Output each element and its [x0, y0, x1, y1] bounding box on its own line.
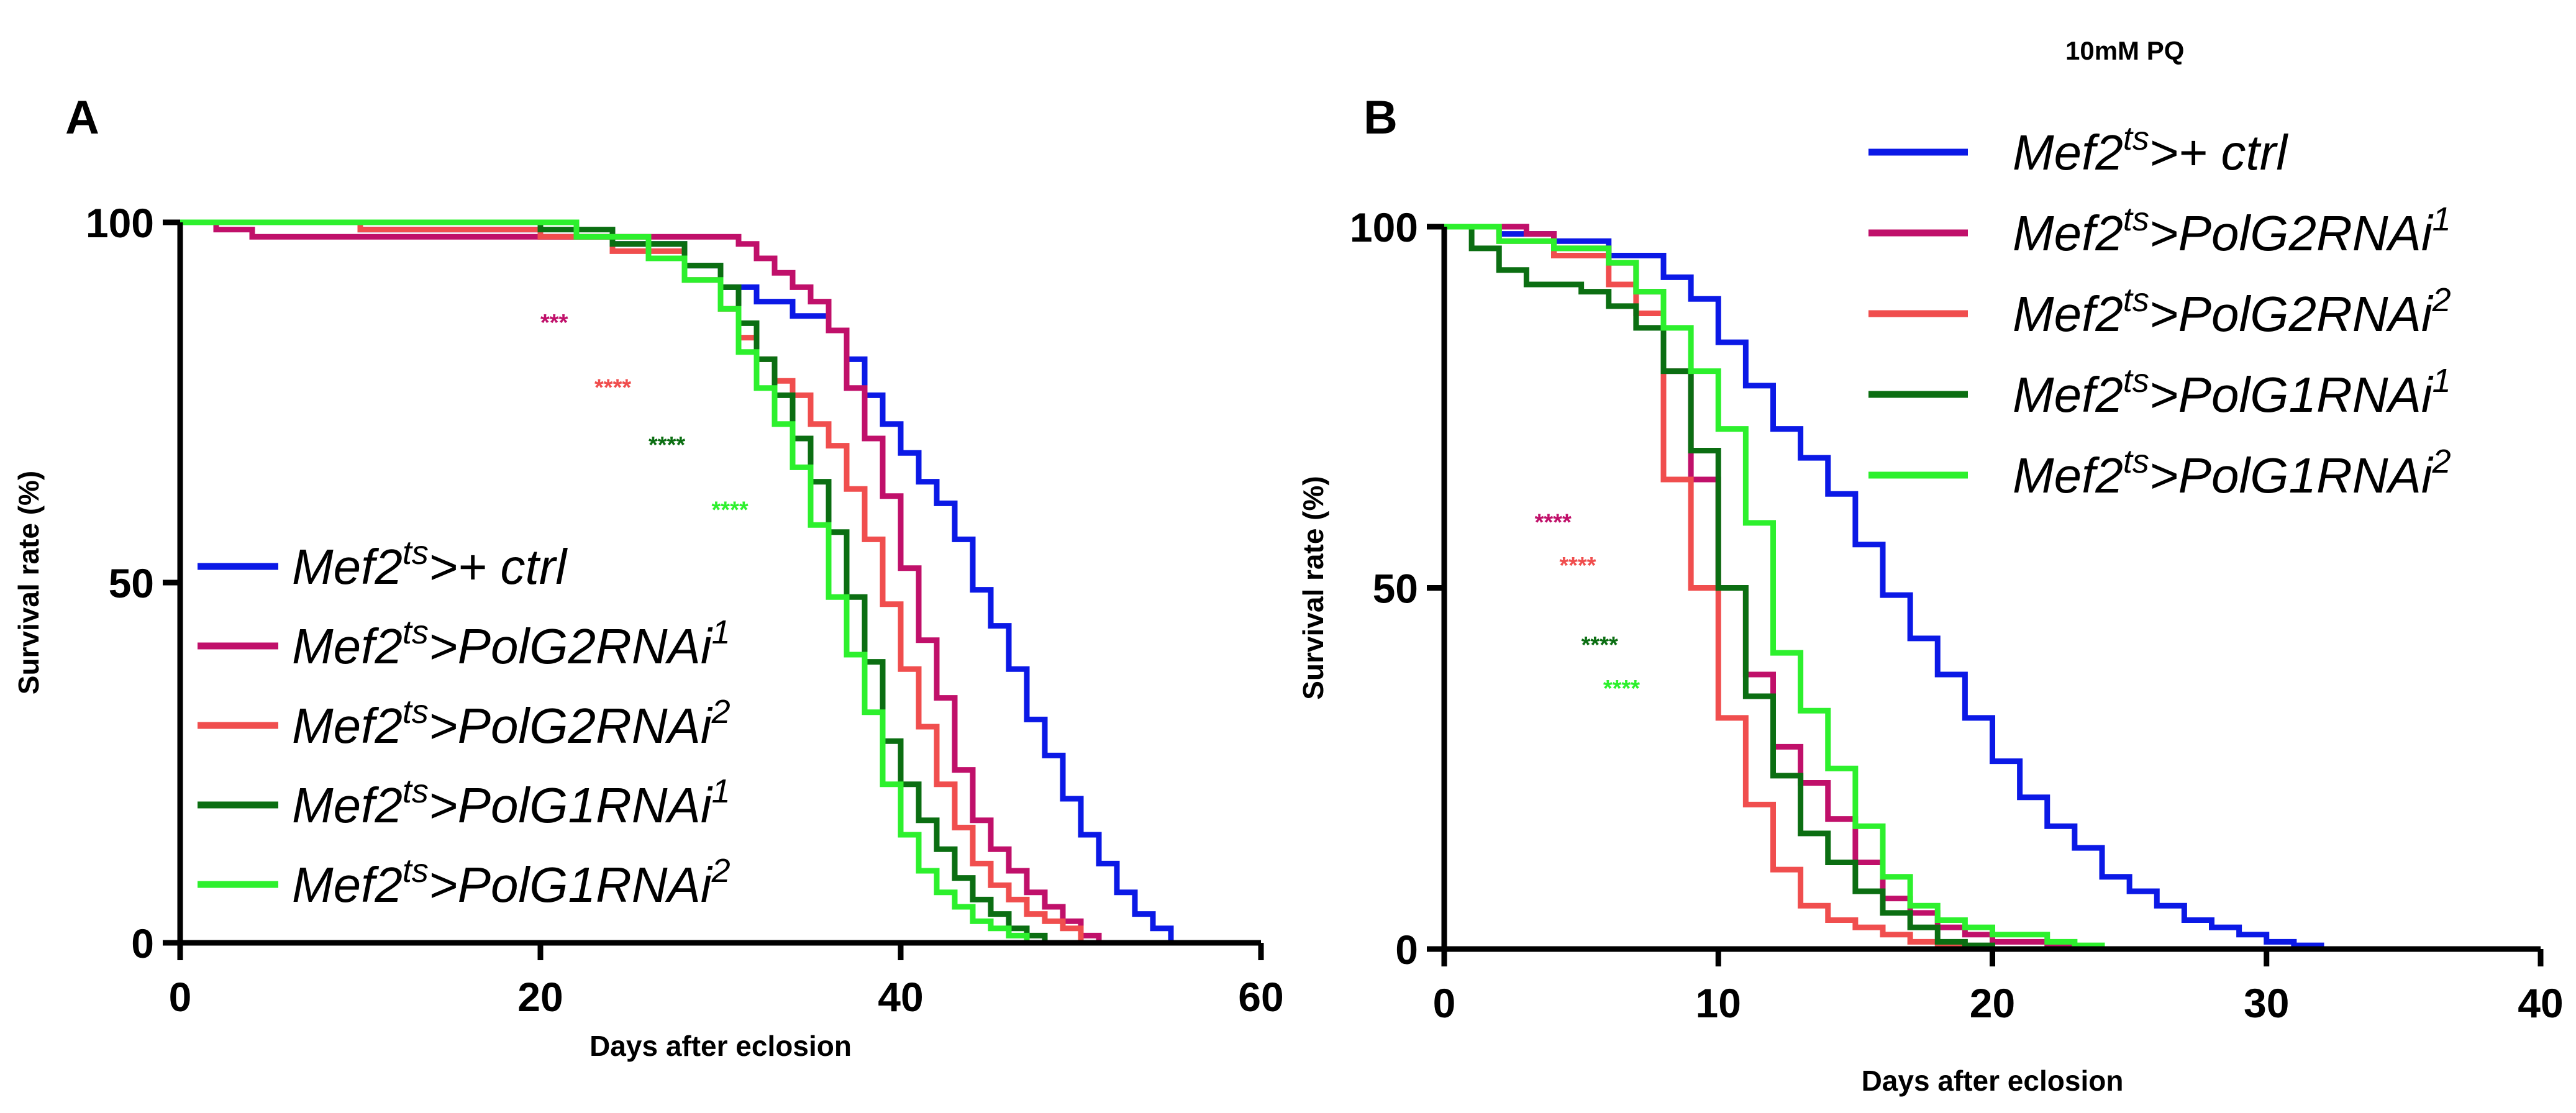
chart-b-legend-label: Mef2ts>PolG1RNAi2: [2013, 443, 2451, 503]
chart-a-y-tick-label: 0: [131, 920, 154, 966]
chart-a-x-tick-label: 60: [1238, 974, 1283, 1020]
chart-b-legend-label: Mef2ts>+ ctrl: [2013, 120, 2288, 180]
chart-b-series-PolG1RNAi1: [1444, 224, 1995, 949]
chart-b-y-axis-title: Survival rate (%): [1297, 476, 1329, 699]
chart-a-legend-label: Mef2ts>PolG1RNAi1: [292, 773, 730, 833]
chart-b-survival-curves: 0 10 20 30 40 0 50 100 Days after eclosion Surviv…: [1297, 120, 2564, 1097]
chart-a-significance-stars: ****: [649, 432, 685, 458]
chart-a-legend-label: Mef2ts>PolG2RNAi2: [292, 693, 730, 753]
chart-a-x-tick-label: 0: [169, 974, 192, 1020]
chart-b-series-PolG2RNAi2: [1444, 224, 1968, 949]
chart-a-x-tick-label: 40: [878, 974, 923, 1020]
chart-b-significance-stars: ****: [1535, 509, 1572, 535]
panel-letter-a: A: [65, 91, 99, 144]
chart-b-series-PolG1RNAi2: [1444, 224, 2105, 949]
chart-b-y-tick-label: 100: [1350, 204, 1418, 250]
chart-b-legend-label: Mef2ts>PolG2RNAi2: [2013, 281, 2451, 342]
chart-b-series-ctrl: [1444, 224, 2324, 949]
chart-a-x-axis-title: Days after eclosion: [589, 1030, 852, 1062]
chart-b-x-tick-label: 0: [1433, 980, 1456, 1026]
chart-b-legend-label: Mef2ts>PolG2RNAi1: [2013, 201, 2451, 261]
chart-b-x-tick-label: 40: [2518, 980, 2563, 1026]
chart-b-significance-stars: ****: [1559, 553, 1596, 579]
chart-b-condition-label: 10mM PQ: [2065, 36, 2184, 65]
chart-a-legend-label: Mef2ts>PolG2RNAi1: [292, 614, 730, 674]
chart-b-x-axis-title: Days after eclosion: [1862, 1065, 2124, 1097]
chart-a-significance-stars: ****: [594, 375, 631, 401]
chart-a-y-axis-title: Survival rate (%): [12, 471, 45, 694]
chart-b-y-tick-label: 50: [1373, 566, 1418, 612]
chart-a-legend-label: Mef2ts>PolG1RNAi2: [292, 852, 730, 912]
chart-a-x-tick-label: 20: [517, 974, 563, 1020]
chart-b-significance-stars: ****: [1603, 676, 1640, 702]
chart-b-legend-label: Mef2ts>PolG1RNAi1: [2013, 362, 2451, 422]
panel-letter-b: B: [1363, 91, 1398, 144]
chart-a-series-PolG2RNAi1: [180, 219, 1102, 943]
chart-b-y-tick-label: 0: [1395, 927, 1418, 973]
chart-a-y-tick-label: 100: [86, 200, 154, 246]
chart-b-significance-stars: ****: [1582, 632, 1618, 658]
chart-a-series-PolG1RNAi2: [180, 219, 1030, 943]
chart-b-x-tick-label: 20: [1970, 980, 2015, 1026]
chart-a-legend-label: Mef2ts>+ ctrl: [292, 534, 568, 594]
chart-a-survival-curves: 0 20 40 60 0 50 100 Days after eclosion Survival…: [12, 200, 1284, 1062]
chart-a-significance-stars: ****: [712, 497, 749, 524]
chart-b-x-tick-label: 30: [2244, 980, 2289, 1026]
chart-b-series-PolG2RNAi1: [1444, 224, 2078, 949]
chart-a-significance-stars: ***: [540, 310, 568, 336]
chart-a-y-tick-label: 50: [109, 560, 154, 606]
chart-b-x-tick-label: 10: [1696, 980, 1741, 1026]
